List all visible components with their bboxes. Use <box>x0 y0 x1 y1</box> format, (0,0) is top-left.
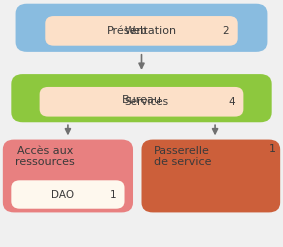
Text: 1: 1 <box>269 144 276 154</box>
Text: DAO: DAO <box>51 189 74 200</box>
Text: Présentation: Présentation <box>106 26 177 36</box>
FancyBboxPatch shape <box>3 140 133 212</box>
FancyBboxPatch shape <box>142 140 280 212</box>
Text: Bureau: Bureau <box>121 95 162 105</box>
Text: 2: 2 <box>223 26 229 36</box>
Text: Services: Services <box>125 97 169 107</box>
FancyBboxPatch shape <box>40 87 243 117</box>
FancyBboxPatch shape <box>11 74 272 122</box>
FancyBboxPatch shape <box>45 16 238 46</box>
Text: Passerelle
de service: Passerelle de service <box>154 146 212 167</box>
Text: Accès aux
ressources: Accès aux ressources <box>15 146 75 167</box>
Text: 1: 1 <box>110 189 116 200</box>
Text: 4: 4 <box>228 97 235 107</box>
Text: Web: Web <box>125 26 147 36</box>
FancyBboxPatch shape <box>16 4 267 52</box>
FancyBboxPatch shape <box>11 180 125 209</box>
